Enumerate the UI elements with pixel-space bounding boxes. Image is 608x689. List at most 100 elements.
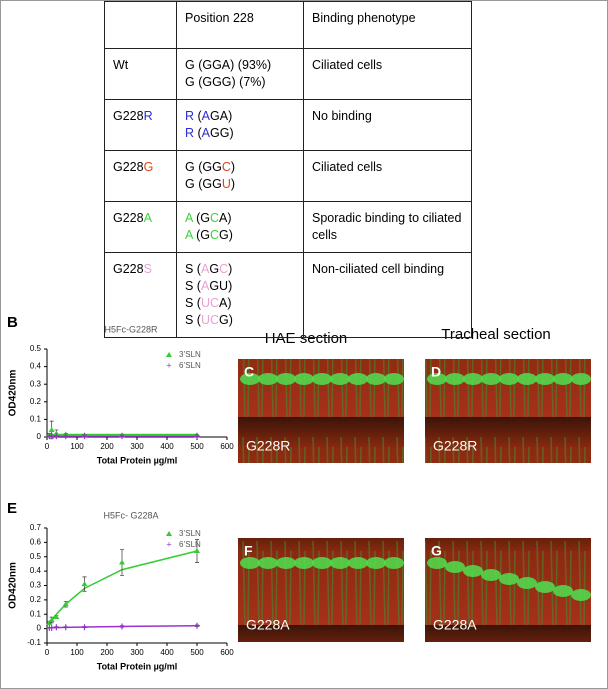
table-cell: R (AGA) R ( AGG) xyxy=(176,99,304,151)
cell-text: U xyxy=(221,177,231,191)
micrograph-cilia xyxy=(571,589,591,601)
legend-label: 6’SLN xyxy=(179,540,201,549)
y-tick-label: 0.4 xyxy=(30,566,42,575)
cell-line: G228S xyxy=(113,261,168,278)
cell-text: G) xyxy=(219,313,233,327)
cell-text: ) xyxy=(230,177,236,191)
cell-text: S xyxy=(143,262,152,276)
table: Position 228 Binding phenotype Wt G (GGA) (… xyxy=(104,1,472,338)
micrograph-cilia xyxy=(427,373,447,385)
y-tick-label: 0 xyxy=(37,432,42,441)
cell-text: Ciliated cells xyxy=(312,58,383,72)
image-label: G228A xyxy=(246,617,290,633)
image-label: G228A xyxy=(433,617,477,633)
cell-text: G228 xyxy=(113,109,144,123)
x-tick-label: 300 xyxy=(130,442,144,451)
cell-text: G xyxy=(209,262,220,276)
data-point xyxy=(48,426,55,432)
cell-text: GA) xyxy=(210,109,233,123)
cell-text: ( xyxy=(194,109,202,123)
y-tick-label: 0.2 xyxy=(30,595,42,604)
data-point xyxy=(119,623,125,630)
cell-text: C xyxy=(221,160,231,174)
data-point xyxy=(48,617,55,622)
data-point xyxy=(53,433,60,440)
cell-line: A (GCG) xyxy=(185,227,295,244)
cell-text: C xyxy=(219,262,229,276)
x-tick-label: 400 xyxy=(160,442,174,451)
micrograph-cilia xyxy=(384,557,404,569)
cell-text: GG) xyxy=(210,126,234,140)
table-cell: Sporadic binding to ciliated cells xyxy=(303,201,472,253)
column-header: Binding phenotype xyxy=(312,11,416,25)
y-tick-label: 0.4 xyxy=(30,362,42,371)
legend-label: 3’SLN xyxy=(179,350,201,359)
cell-text: G (GG xyxy=(185,160,222,174)
micrograph-cilia xyxy=(240,557,260,569)
cell-line: S (AGU) xyxy=(185,278,295,295)
panel-label: E xyxy=(7,500,17,517)
table-cell: Wt xyxy=(104,48,177,100)
y-tick-label: 0.5 xyxy=(30,344,42,353)
cell-text: S ( xyxy=(185,313,201,327)
cell-text: R xyxy=(143,109,153,123)
x-tick-label: 0 xyxy=(45,442,50,451)
legend-label: 3’SLN xyxy=(179,529,201,538)
cell-line: No binding xyxy=(312,108,463,125)
cell-text: S ( xyxy=(185,279,201,293)
cell-line: G228G xyxy=(113,159,168,176)
data-point xyxy=(62,601,69,607)
micrograph-cilia xyxy=(481,569,501,581)
cell-text: (G xyxy=(192,211,211,225)
cell-text: S ( xyxy=(185,296,201,310)
cell-text: Sporadic binding to ciliated cells xyxy=(312,211,462,242)
micrograph-cilia xyxy=(330,557,350,569)
micrograph-cilia xyxy=(553,585,573,597)
micrograph-cilia xyxy=(366,373,386,385)
cell-line: S (UCG) xyxy=(185,312,295,329)
cell-text: No binding xyxy=(312,109,372,123)
x-tick-label: 400 xyxy=(160,648,174,657)
cell-line: A (GCA) xyxy=(185,210,295,227)
table-cell: G (GGA) (93%) G (GGG) (7%) xyxy=(176,48,304,100)
y-tick-label: 0.7 xyxy=(30,523,42,532)
panel-label: C xyxy=(244,364,254,380)
table-cell: G228R xyxy=(104,99,177,151)
y-tick-label: 0.5 xyxy=(30,552,42,561)
micrograph-cilia xyxy=(481,373,501,385)
cell-line: R (AGA) xyxy=(185,108,295,125)
cell-text: R xyxy=(185,109,195,123)
table-cell: No binding xyxy=(303,99,472,151)
table-cell: G (GGC) G (GGU) xyxy=(176,150,304,202)
micrograph-cilia xyxy=(366,557,386,569)
data-point xyxy=(53,624,60,631)
cell-text: R xyxy=(185,126,195,140)
micrograph-cilia xyxy=(258,373,278,385)
table-cell: Position 228 xyxy=(176,1,304,49)
data-point xyxy=(194,622,200,629)
cell-line: G (GGG) (7%) xyxy=(185,74,295,91)
table-cell: Binding phenotype xyxy=(303,1,472,49)
micrograph-cilia xyxy=(348,373,368,385)
cell-text: UC xyxy=(200,313,220,327)
cell-text: A xyxy=(201,126,211,140)
table-cell: G228S xyxy=(104,252,177,338)
data-point xyxy=(46,619,53,625)
micrograph-cilia xyxy=(499,373,519,385)
cell-text: ) xyxy=(228,262,233,276)
y-tick-label: 0 xyxy=(37,624,42,633)
data-point xyxy=(48,624,55,631)
cell-text: G) xyxy=(219,228,233,242)
data-point xyxy=(53,614,60,620)
table-cell: Ciliated cells xyxy=(303,150,472,202)
legend-marker: + xyxy=(166,360,171,370)
cell-line: G (GGU) xyxy=(185,176,295,193)
column-header: Position 228 xyxy=(185,11,254,25)
table-cell: G228A xyxy=(104,201,177,253)
micrograph-cilia xyxy=(276,373,296,385)
micrograph-cilia xyxy=(258,557,278,569)
cell-text: ) xyxy=(230,160,236,174)
data-point xyxy=(194,433,200,440)
cell-line: Sporadic binding to ciliated cells xyxy=(312,210,463,244)
